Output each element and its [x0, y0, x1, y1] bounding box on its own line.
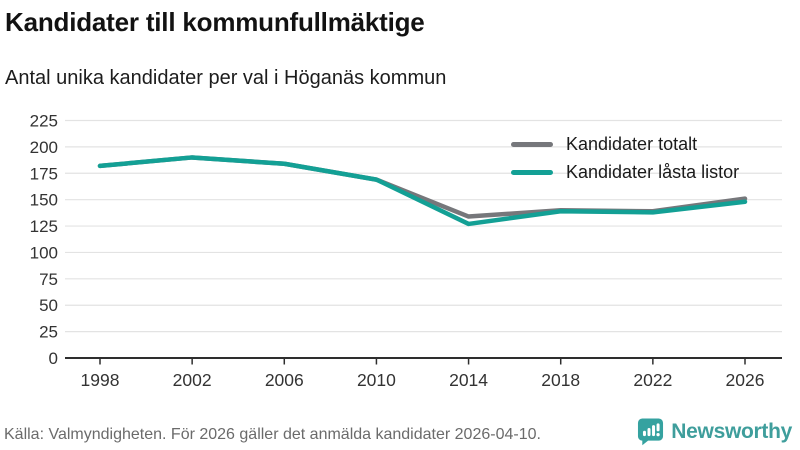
y-axis-tick-label: 0 [49, 349, 58, 368]
y-axis-tick-label: 225 [30, 112, 58, 131]
y-axis-tick-label: 75 [39, 270, 58, 289]
x-axis-tick-label: 2026 [726, 370, 765, 390]
y-axis-tick-label: 100 [30, 243, 58, 262]
line-chart: 0 25 50 75 100 125 150 175 200 225 1998 2002 2006 201… [30, 112, 782, 390]
x-axis-tick-label: 1998 [81, 370, 120, 390]
chart-subtitle: Antal unika kandidater per val i Höganäs… [5, 67, 447, 89]
x-axis-tick-label: 2002 [173, 370, 212, 390]
series-line [97, 155, 748, 227]
x-axis-tick-label: 2014 [449, 370, 488, 390]
y-axis-tick-label: 25 [39, 323, 58, 342]
newsworthy-logo-icon [638, 418, 664, 446]
legend-item-total: Kandidater totalt [511, 134, 739, 154]
x-axis-tick-label: 2006 [265, 370, 304, 390]
newsworthy-logo-text: Newsworthy [671, 419, 792, 443]
locked-lists-line-swatch [511, 170, 553, 175]
chart-legend: Kandidater totalt Kandidater låsta listo… [511, 134, 740, 182]
total-line-swatch [511, 142, 553, 147]
legend-label-total: Kandidater totalt [566, 134, 698, 154]
y-axis-tick-label: 125 [30, 217, 58, 236]
y-axis-tick-label: 150 [30, 191, 58, 210]
y-axis-tick-label: 175 [30, 164, 58, 183]
source-note: Källa: Valmyndigheten. För 2026 gäller d… [4, 426, 541, 443]
x-axis-tick-label: 2010 [357, 370, 396, 390]
y-axis-tick-label: 200 [30, 138, 58, 157]
legend-label-locked-lists: Kandidater låsta listor [566, 162, 740, 182]
x-axis-tick-label: 2018 [541, 370, 580, 390]
x-axis-tick-label: 2022 [633, 370, 672, 390]
page-title: Kandidater till kommunfullmäktige [5, 7, 425, 37]
y-axis-tick-label: 50 [39, 296, 58, 315]
newsworthy-logo: Newsworthy [637, 417, 792, 446]
legend-item-locked-lists: Kandidater låsta listor [511, 162, 740, 182]
